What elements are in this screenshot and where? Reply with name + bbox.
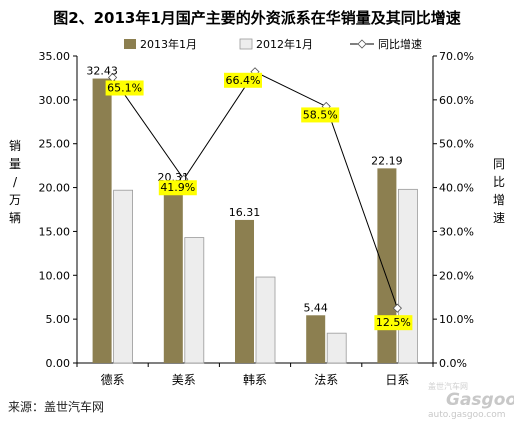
growth-label-bg [301,107,340,123]
y2-axis-title-char: 比 [493,175,505,189]
bar-2012 [184,237,205,364]
bar-2013-value-label: 22.19 [371,154,403,167]
growth-label-bg [224,72,262,88]
watermark-top: 盖世汽车网 [428,382,468,391]
y-tick-label: 5.00 [46,313,71,326]
y2-axis-title: 同比增速 [493,157,505,225]
growth-line-path [112,71,398,309]
legend-label-2013: 2013年1月 [140,37,197,51]
growth-value-label: 58.5% [303,108,338,121]
legend-swatch-2012 [239,38,253,50]
legend-marker [357,39,367,49]
y2-tick-label: 60.0% [439,94,474,107]
y2-tick-label: 10.0% [439,313,474,326]
y2-tick-label: 0.0% [439,357,467,370]
y-tick-label: 35.00 [39,50,71,63]
chart-title: 图2、2013年1月国产主要的外资派系在华销量及其同比增速 [53,9,461,27]
bar-2013 [377,168,397,363]
y-axis-title-char: 辆 [9,211,21,225]
bar-2013 [306,315,326,363]
y2-axis-title-char: 同 [493,157,505,171]
legend: 2013年1月 2012年1月 同比增速 [124,37,422,51]
growth-label-bg [158,180,197,196]
x-tick-label: 德系 [101,372,125,387]
bars [92,78,418,364]
source-note: 来源：盖世汽车网 [8,400,105,414]
bar-2012 [397,188,418,364]
bar-2013-value-label: 5.44 [303,301,328,314]
y2-tick-label: 40.0% [439,182,474,195]
y2-axis-title-char: 速 [493,211,505,225]
x-tick-label: 法系 [314,373,338,387]
y-axis-title-char: 量 [9,157,21,171]
watermark-logo: Gasgoo [446,390,514,410]
bar-2013-value-label: 32.43 [86,65,118,78]
y-tick-label: 0.00 [46,357,71,370]
growth-label-bg [374,315,413,331]
bar-2013 [235,219,254,363]
bar-2013 [92,78,112,363]
watermark-url: auto.gasgoo.com [428,410,506,420]
growth-value-label: 12.5% [376,316,411,329]
y2-tick-label: 70.0% [439,50,474,63]
growth-line [108,67,402,313]
y-axis-title-char: / [13,175,18,189]
growth-value-label: 41.9% [160,181,195,194]
x-tick-label: 美系 [172,373,196,387]
y-axis-title-char: 销 [9,139,21,153]
bar-2012 [113,189,133,364]
x-tick-label: 韩系 [243,372,267,387]
growth-label-bg [105,80,144,96]
bar-2013-value-label: 16.31 [229,206,261,219]
x-tick-label: 日系 [385,373,409,387]
growth-value-label: 65.1% [107,81,142,94]
y-axis-title-char: 万 [9,193,21,207]
y2-tick-label: 20.0% [439,269,474,282]
y-tick-label: 30.00 [39,94,71,107]
y-tick-label: 15.00 [39,225,71,238]
y-tick-label: 20.00 [39,182,71,195]
bar-2012 [255,276,276,364]
growth-value-label: 66.4% [226,74,261,87]
y2-axis-title-char: 增 [493,193,505,207]
growth-marker [392,303,402,313]
legend-label-2012: 2012年1月 [256,37,313,51]
bar-2012 [326,332,347,364]
y-tick-label: 25.00 [39,138,71,151]
legend-swatch-2013 [124,39,136,49]
axis-ticks: 0.00 5.00 10.00 15.00 20.00 25.00 30.00 35.00 0.… [39,50,474,387]
legend-label-growth: 同比增速 [378,37,422,51]
y2-tick-label: 30.0% [439,225,474,238]
data-labels: 32.4320.3116.315.4422.1965.1%41.9%66.4%5… [86,65,413,331]
y2-tick-label: 50.0% [439,138,474,151]
y-tick-label: 10.00 [39,269,71,282]
y-axis-title: 销量 / 万辆 [9,139,21,225]
bar-2013 [163,184,183,363]
